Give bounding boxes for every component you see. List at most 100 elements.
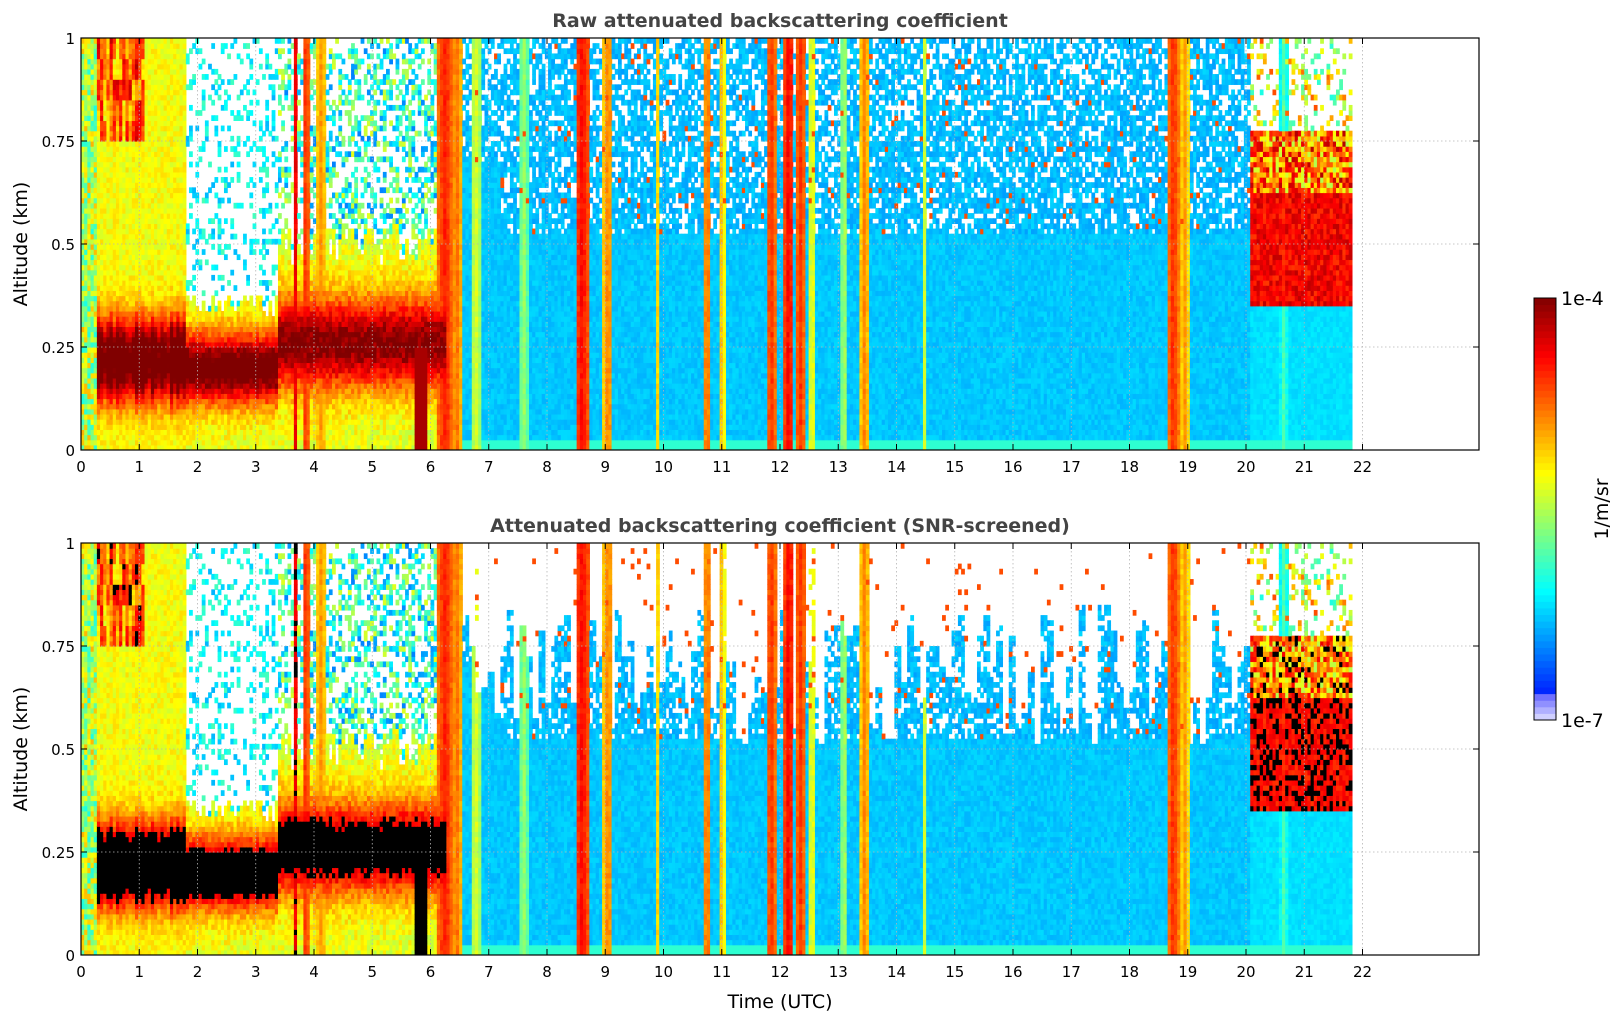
panel-screened-title: Attenuated backscattering coefficient (S… bbox=[490, 515, 1070, 537]
colorbar-block bbox=[1534, 693, 1556, 701]
colorbar-block bbox=[1534, 555, 1556, 563]
colorbar-scale bbox=[1534, 298, 1556, 721]
x-tick-label: 7 bbox=[484, 963, 494, 981]
colorbar-block bbox=[1534, 634, 1556, 642]
x-tick-label: 11 bbox=[712, 963, 731, 981]
colorbar-block bbox=[1534, 568, 1556, 576]
x-tick-label: 14 bbox=[887, 458, 906, 476]
colorbar-block bbox=[1534, 456, 1556, 464]
x-tick-label: 15 bbox=[945, 458, 964, 476]
x-tick-label: 14 bbox=[887, 963, 906, 981]
colorbar-block bbox=[1534, 581, 1556, 589]
x-tick-label: 2 bbox=[193, 458, 203, 476]
colorbar-block bbox=[1534, 410, 1556, 418]
y-tick-label: 0.25 bbox=[42, 339, 75, 357]
colorbar-block bbox=[1534, 541, 1556, 550]
colorbar-block bbox=[1534, 344, 1556, 352]
x-tick-label: 20 bbox=[1236, 458, 1255, 476]
colorbar-block bbox=[1534, 383, 1556, 391]
x-tick-label: 0 bbox=[76, 458, 86, 476]
colorbar-block bbox=[1534, 469, 1556, 477]
colorbar-block bbox=[1534, 574, 1556, 583]
x-tick-label: 16 bbox=[1003, 458, 1022, 476]
panel-raw: Raw attenuated backscattering coefficien… bbox=[10, 10, 1480, 476]
colorbar-block bbox=[1534, 449, 1556, 457]
colorbar-block bbox=[1534, 667, 1556, 675]
x-tick-label: 9 bbox=[600, 458, 610, 476]
colorbar-block bbox=[1534, 627, 1556, 635]
colorbar-block bbox=[1534, 601, 1556, 609]
colorbar-block bbox=[1534, 535, 1556, 543]
colorbar-block bbox=[1534, 476, 1556, 484]
colorbar-block bbox=[1534, 436, 1556, 444]
x-tick-label: 21 bbox=[1295, 458, 1314, 476]
y-tick-label: 0.25 bbox=[42, 844, 75, 862]
x-tick-label: 19 bbox=[1178, 458, 1197, 476]
colorbar-block bbox=[1534, 621, 1556, 629]
x-tick-label: 0 bbox=[76, 963, 86, 981]
x-tick-label: 17 bbox=[1062, 963, 1081, 981]
panel-raw-y-ticks: 0 0.25 0.5 0.75 1 bbox=[42, 30, 1479, 460]
colorbar-block bbox=[1534, 495, 1556, 503]
colorbar-block bbox=[1534, 370, 1556, 378]
colorbar-block bbox=[1534, 350, 1556, 358]
x-tick-label: 17 bbox=[1062, 458, 1081, 476]
colorbar-block bbox=[1534, 429, 1556, 437]
x-tick-label: 16 bbox=[1003, 963, 1022, 981]
colorbar-block bbox=[1534, 390, 1556, 398]
x-tick-label: 7 bbox=[484, 458, 494, 476]
colorbar-block bbox=[1534, 713, 1556, 721]
colorbar-block bbox=[1534, 594, 1556, 602]
panel-screened-x-ticks: 0 1 2 3 4 5 6 7 8 9 10 11 12 13 14 15 16 17 18 19 20 21 22 bbox=[76, 543, 1372, 981]
colorbar-block bbox=[1534, 654, 1556, 662]
colorbar-block bbox=[1534, 443, 1556, 451]
panel-screened-heatmap bbox=[81, 543, 1353, 955]
colorbar-block bbox=[1534, 640, 1556, 648]
x-tick-label: 10 bbox=[654, 963, 673, 981]
panel-screened-xlabel: Time (UTC) bbox=[726, 991, 832, 1013]
x-tick-label: 18 bbox=[1120, 963, 1139, 981]
x-tick-label: 9 bbox=[600, 963, 610, 981]
y-tick-label: 0 bbox=[65, 442, 75, 460]
y-tick-label: 0.75 bbox=[42, 638, 75, 656]
colorbar-frame bbox=[1533, 297, 1557, 721]
x-tick-label: 22 bbox=[1353, 458, 1372, 476]
x-tick-label: 13 bbox=[829, 458, 848, 476]
panel-raw-heatmap bbox=[81, 38, 1353, 450]
colorbar-block bbox=[1534, 416, 1556, 424]
colorbar-block bbox=[1534, 489, 1556, 497]
colorbar-block bbox=[1534, 311, 1556, 319]
colorbar-block bbox=[1534, 357, 1556, 365]
x-tick-label: 6 bbox=[426, 963, 436, 981]
y-tick-label: 0.5 bbox=[51, 236, 75, 254]
panel-raw-ylabel: Altitude (km) bbox=[10, 182, 32, 307]
colorbar-block bbox=[1534, 324, 1556, 332]
y-tick-label: 0.5 bbox=[51, 741, 75, 759]
colorbar-max-label: 1e-4 bbox=[1561, 288, 1604, 310]
colorbar-block bbox=[1534, 298, 1556, 306]
x-tick-label: 12 bbox=[770, 963, 789, 981]
y-tick-label: 1 bbox=[65, 30, 75, 48]
colorbar-block bbox=[1534, 607, 1556, 615]
colorbar-block bbox=[1534, 614, 1556, 622]
x-tick-label: 3 bbox=[251, 458, 261, 476]
colorbar-block bbox=[1534, 687, 1556, 695]
x-tick-label: 18 bbox=[1120, 458, 1139, 476]
x-tick-label: 13 bbox=[829, 963, 848, 981]
panel-screened-ylabel: Altitude (km) bbox=[10, 687, 32, 812]
y-tick-label: 1 bbox=[65, 535, 75, 553]
colorbar-block bbox=[1534, 561, 1556, 569]
colorbar-block bbox=[1534, 515, 1556, 523]
colorbar: 1e-4 1e-7 1/m/sr bbox=[1533, 288, 1613, 732]
colorbar-block bbox=[1534, 502, 1556, 510]
colorbar-block bbox=[1534, 482, 1556, 490]
colorbar-block bbox=[1534, 588, 1556, 596]
colorbar-block bbox=[1534, 548, 1556, 556]
x-tick-label: 22 bbox=[1353, 963, 1372, 981]
colorbar-min-label: 1e-7 bbox=[1561, 710, 1604, 732]
panel-screened: Attenuated backscattering coefficient (S… bbox=[10, 515, 1480, 1013]
colorbar-block bbox=[1534, 317, 1556, 325]
colorbar-block bbox=[1534, 377, 1556, 385]
